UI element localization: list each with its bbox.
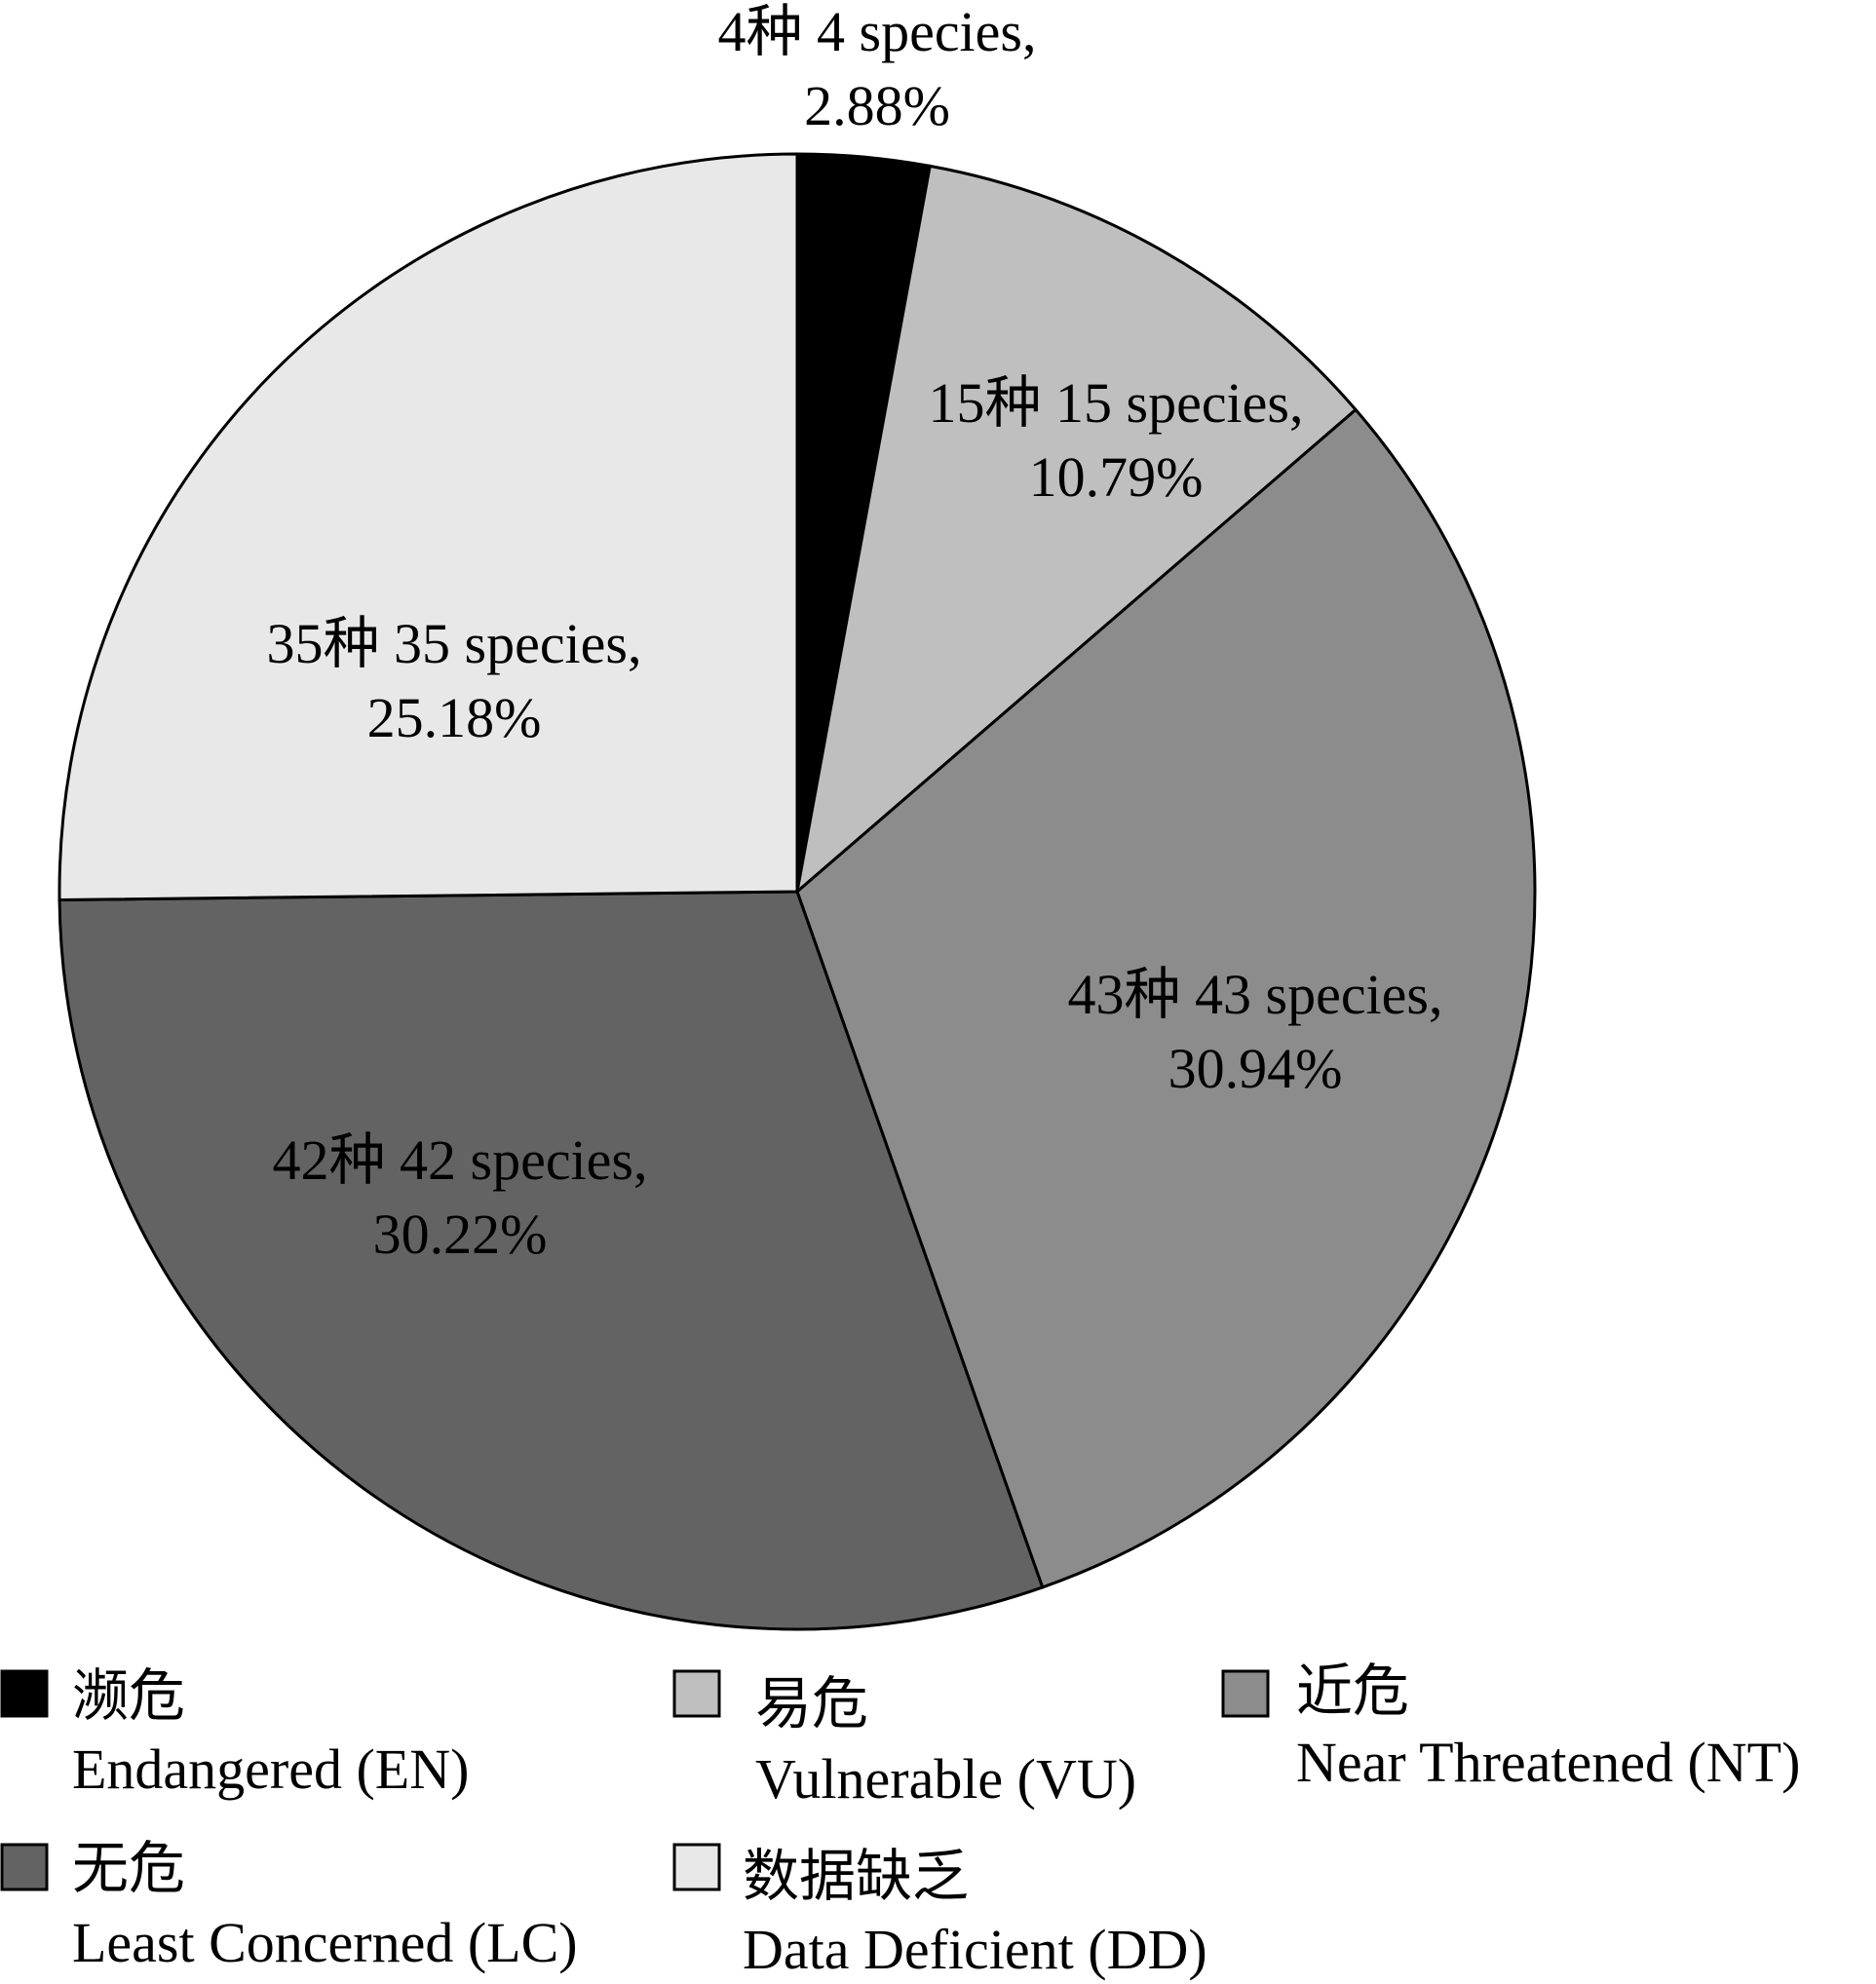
- legend-item-en: 濒危 Endangered (EN): [0, 1664, 469, 1801]
- pie-slice-vu: [794, 164, 1359, 896]
- slice-label-4: 35种 35 species, 25.18%: [267, 612, 642, 749]
- legend-label-cn: 数据缺乏: [743, 1845, 969, 1908]
- legend-label-en: Vulnerable (VU): [755, 1747, 1136, 1811]
- legend-label-en: Least Concerned (LC): [72, 1911, 578, 1974]
- legend-swatch: [1221, 1669, 1270, 1718]
- pie-slice-dd: [57, 152, 799, 901]
- legend-swatch: [0, 1669, 49, 1718]
- slice-labels: 4种 4 species, 2.88% 15种 15 species, 10.79% 4…: [267, 0, 1443, 1266]
- slice-label-2: 43种 43 species, 30.94%: [1068, 963, 1443, 1100]
- slice-label-1: 15种 15 species, 10.79%: [929, 371, 1304, 509]
- legend-label-cn: 易危: [755, 1672, 868, 1736]
- legend-item-lc: 无危 Least Concerned (LC): [0, 1837, 578, 1974]
- legend-item-dd: 数据缺乏 Data Deficient (DD): [672, 1843, 1207, 1981]
- legend-label-en: Endangered (EN): [72, 1737, 469, 1801]
- legend-label-cn: 近危: [1296, 1660, 1409, 1723]
- legend: 濒危 Endangered (EN) 易危 Vulnerable (VU) 近危 Near…: [0, 1660, 1800, 1981]
- legend-label-cn: 濒危: [72, 1664, 185, 1728]
- legend-item-nt: 近危 Near Threatened (NT): [1221, 1660, 1800, 1794]
- legend-swatch: [672, 1843, 721, 1891]
- legend-swatch: [0, 1843, 49, 1891]
- pie-slice-lc: [57, 890, 1045, 1631]
- legend-label-en: Data Deficient (DD): [743, 1918, 1207, 1981]
- slice-label-0: 4种 4 species, 2.88%: [718, 0, 1037, 137]
- legend-label-cn: 无危: [72, 1837, 185, 1900]
- slice-label-3: 42种 42 species, 30.22%: [273, 1128, 648, 1266]
- legend-swatch: [672, 1669, 721, 1718]
- pie-slice-nt: [795, 407, 1537, 1589]
- legend-item-vu: 易危 Vulnerable (VU): [672, 1669, 1136, 1811]
- pie-slices: [57, 152, 1537, 1631]
- legend-label-en: Near Threatened (NT): [1296, 1731, 1800, 1794]
